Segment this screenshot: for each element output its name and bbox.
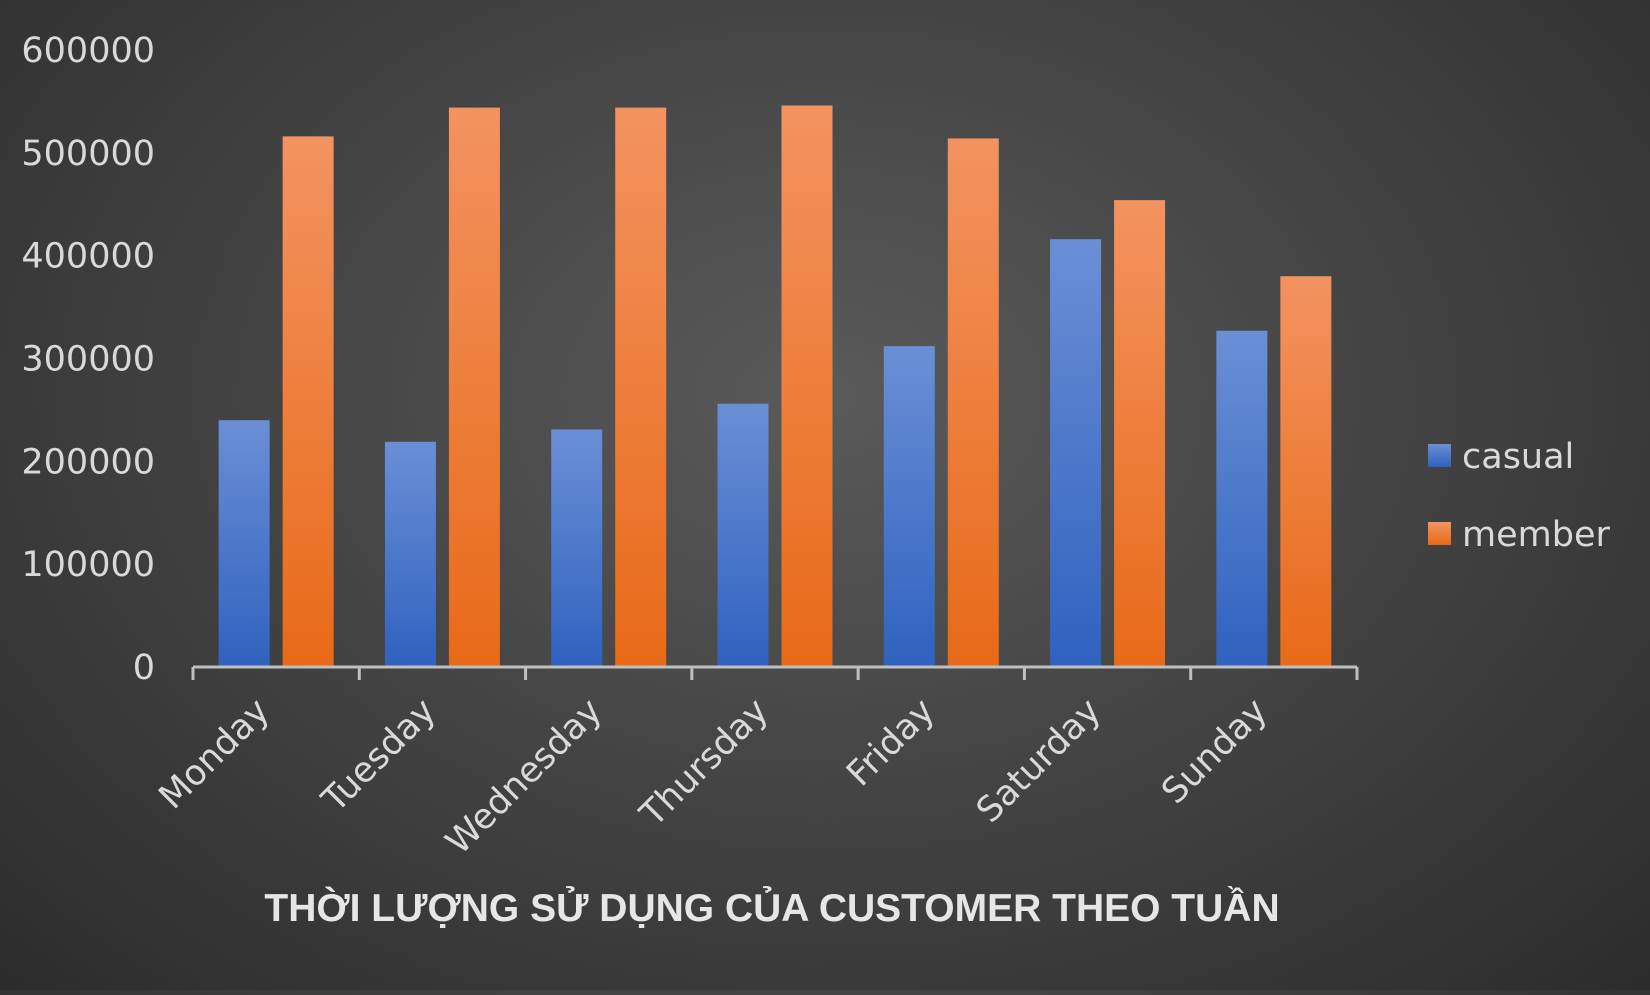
bars-group xyxy=(218,105,1332,668)
bar-casual-thursday xyxy=(717,403,769,667)
x-tick-label: Thursday xyxy=(632,691,776,835)
bar-member-saturday xyxy=(1114,200,1166,668)
x-tick-label: Wednesday xyxy=(439,691,611,863)
bar-casual-saturday xyxy=(1050,239,1102,668)
x-axis xyxy=(191,665,1359,680)
bar-casual-wednesday xyxy=(551,429,603,667)
x-tick-label: Saturday xyxy=(969,691,1109,831)
legend-label-member: member xyxy=(1462,515,1610,555)
y-tick-label: 100000 xyxy=(21,545,155,585)
x-tick-label: Tuesday xyxy=(314,691,444,821)
legend: casual member xyxy=(1428,437,1610,555)
bar-member-monday xyxy=(282,136,334,667)
bar-member-thursday xyxy=(781,105,833,667)
bar-casual-sunday xyxy=(1216,330,1268,667)
bar-casual-tuesday xyxy=(384,441,436,667)
bar-member-wednesday xyxy=(615,107,667,667)
bar-member-friday xyxy=(947,138,999,668)
y-axis-ticks: 0 100000 200000 300000 400000 500000 600000 xyxy=(21,31,155,688)
chart-title: THỜI LƯỢNG SỬ DỤNG CỦA CUSTOMER THEO TUẦ… xyxy=(264,886,1279,930)
bar-casual-friday xyxy=(883,346,935,667)
y-tick-label: 400000 xyxy=(21,237,155,277)
bar-casual-monday xyxy=(218,420,270,667)
y-tick-label: 500000 xyxy=(21,134,155,174)
x-tick-label: Sunday xyxy=(1154,691,1275,812)
legend-swatch-member xyxy=(1428,522,1451,545)
x-tick-label: Friday xyxy=(839,691,942,794)
bar-member-tuesday xyxy=(448,107,500,667)
legend-swatch-casual xyxy=(1428,444,1451,467)
y-tick-label: 600000 xyxy=(21,31,155,71)
y-tick-label: 0 xyxy=(133,648,155,688)
y-tick-label: 200000 xyxy=(21,442,155,482)
bar-member-sunday xyxy=(1280,276,1332,667)
y-tick-label: 300000 xyxy=(21,340,155,380)
x-tick-label: Monday xyxy=(152,691,278,817)
legend-label-casual: casual xyxy=(1462,437,1574,477)
